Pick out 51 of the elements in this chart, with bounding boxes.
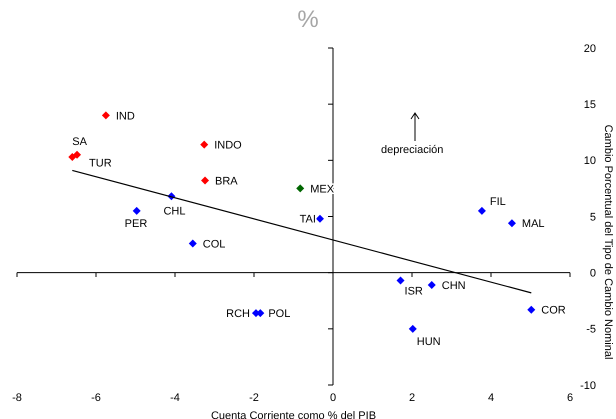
- annotation: depreciación: [381, 144, 444, 156]
- annotation: CHL: [163, 205, 186, 218]
- annotation: PER: [124, 218, 148, 230]
- point: [478, 206, 486, 215]
- annotation: IND: [116, 110, 135, 122]
- annotation: COR: [541, 304, 566, 317]
- x-tick-label: -2: [249, 392, 259, 404]
- x-tick-label: 0: [330, 392, 336, 404]
- x-axis-title: Cuenta Corriente como % del PIB: [210, 410, 376, 419]
- annotation: POL: [268, 308, 290, 320]
- y-tick-label: -5: [586, 324, 596, 336]
- annotation: COL: [202, 238, 226, 250]
- point: [316, 214, 324, 223]
- point: [188, 239, 197, 248]
- x-tick-label: 4: [488, 392, 494, 404]
- x-tick-label: -6: [91, 392, 101, 404]
- point: [396, 276, 405, 285]
- annotation: BRA: [215, 176, 238, 188]
- y-tick-label: 15: [584, 99, 596, 112]
- y-tick-label: -10: [580, 380, 596, 392]
- point: [508, 219, 516, 228]
- chart-title: %: [296, 6, 320, 34]
- annotation: FIL: [490, 196, 506, 208]
- point: [408, 324, 417, 333]
- point: [428, 281, 436, 290]
- y-tick-label: 10: [584, 155, 596, 168]
- x-tick-label: -4: [170, 392, 180, 404]
- y-tick-label: 20: [584, 42, 596, 55]
- annotation: CHN: [442, 280, 466, 292]
- point: [102, 111, 110, 120]
- x-tick-label: -8: [12, 392, 22, 404]
- point: [296, 184, 304, 192]
- annotation: HUN: [416, 336, 441, 348]
- point: [68, 152, 76, 161]
- annotation: INDO: [214, 140, 242, 152]
- x-tick-label: 6: [566, 392, 574, 404]
- annotation: TUR: [89, 158, 112, 170]
- y-tick-label: 5: [590, 211, 596, 224]
- point: [73, 150, 82, 159]
- annotation: SA: [72, 136, 88, 148]
- annotation: RCH: [226, 308, 250, 320]
- annotation: TAI: [300, 214, 316, 226]
- point: [132, 206, 141, 215]
- annotation: ISR: [404, 286, 423, 298]
- y-tick-label: 0: [590, 268, 596, 280]
- x-tick-label: 2: [408, 392, 416, 404]
- annotation: MAL: [522, 218, 545, 230]
- point: [200, 140, 208, 149]
- point: [201, 176, 210, 185]
- y-axis-title: Cambio Porcentual del Tipo de Cambio Nominal: [602, 124, 614, 360]
- point: [527, 306, 536, 314]
